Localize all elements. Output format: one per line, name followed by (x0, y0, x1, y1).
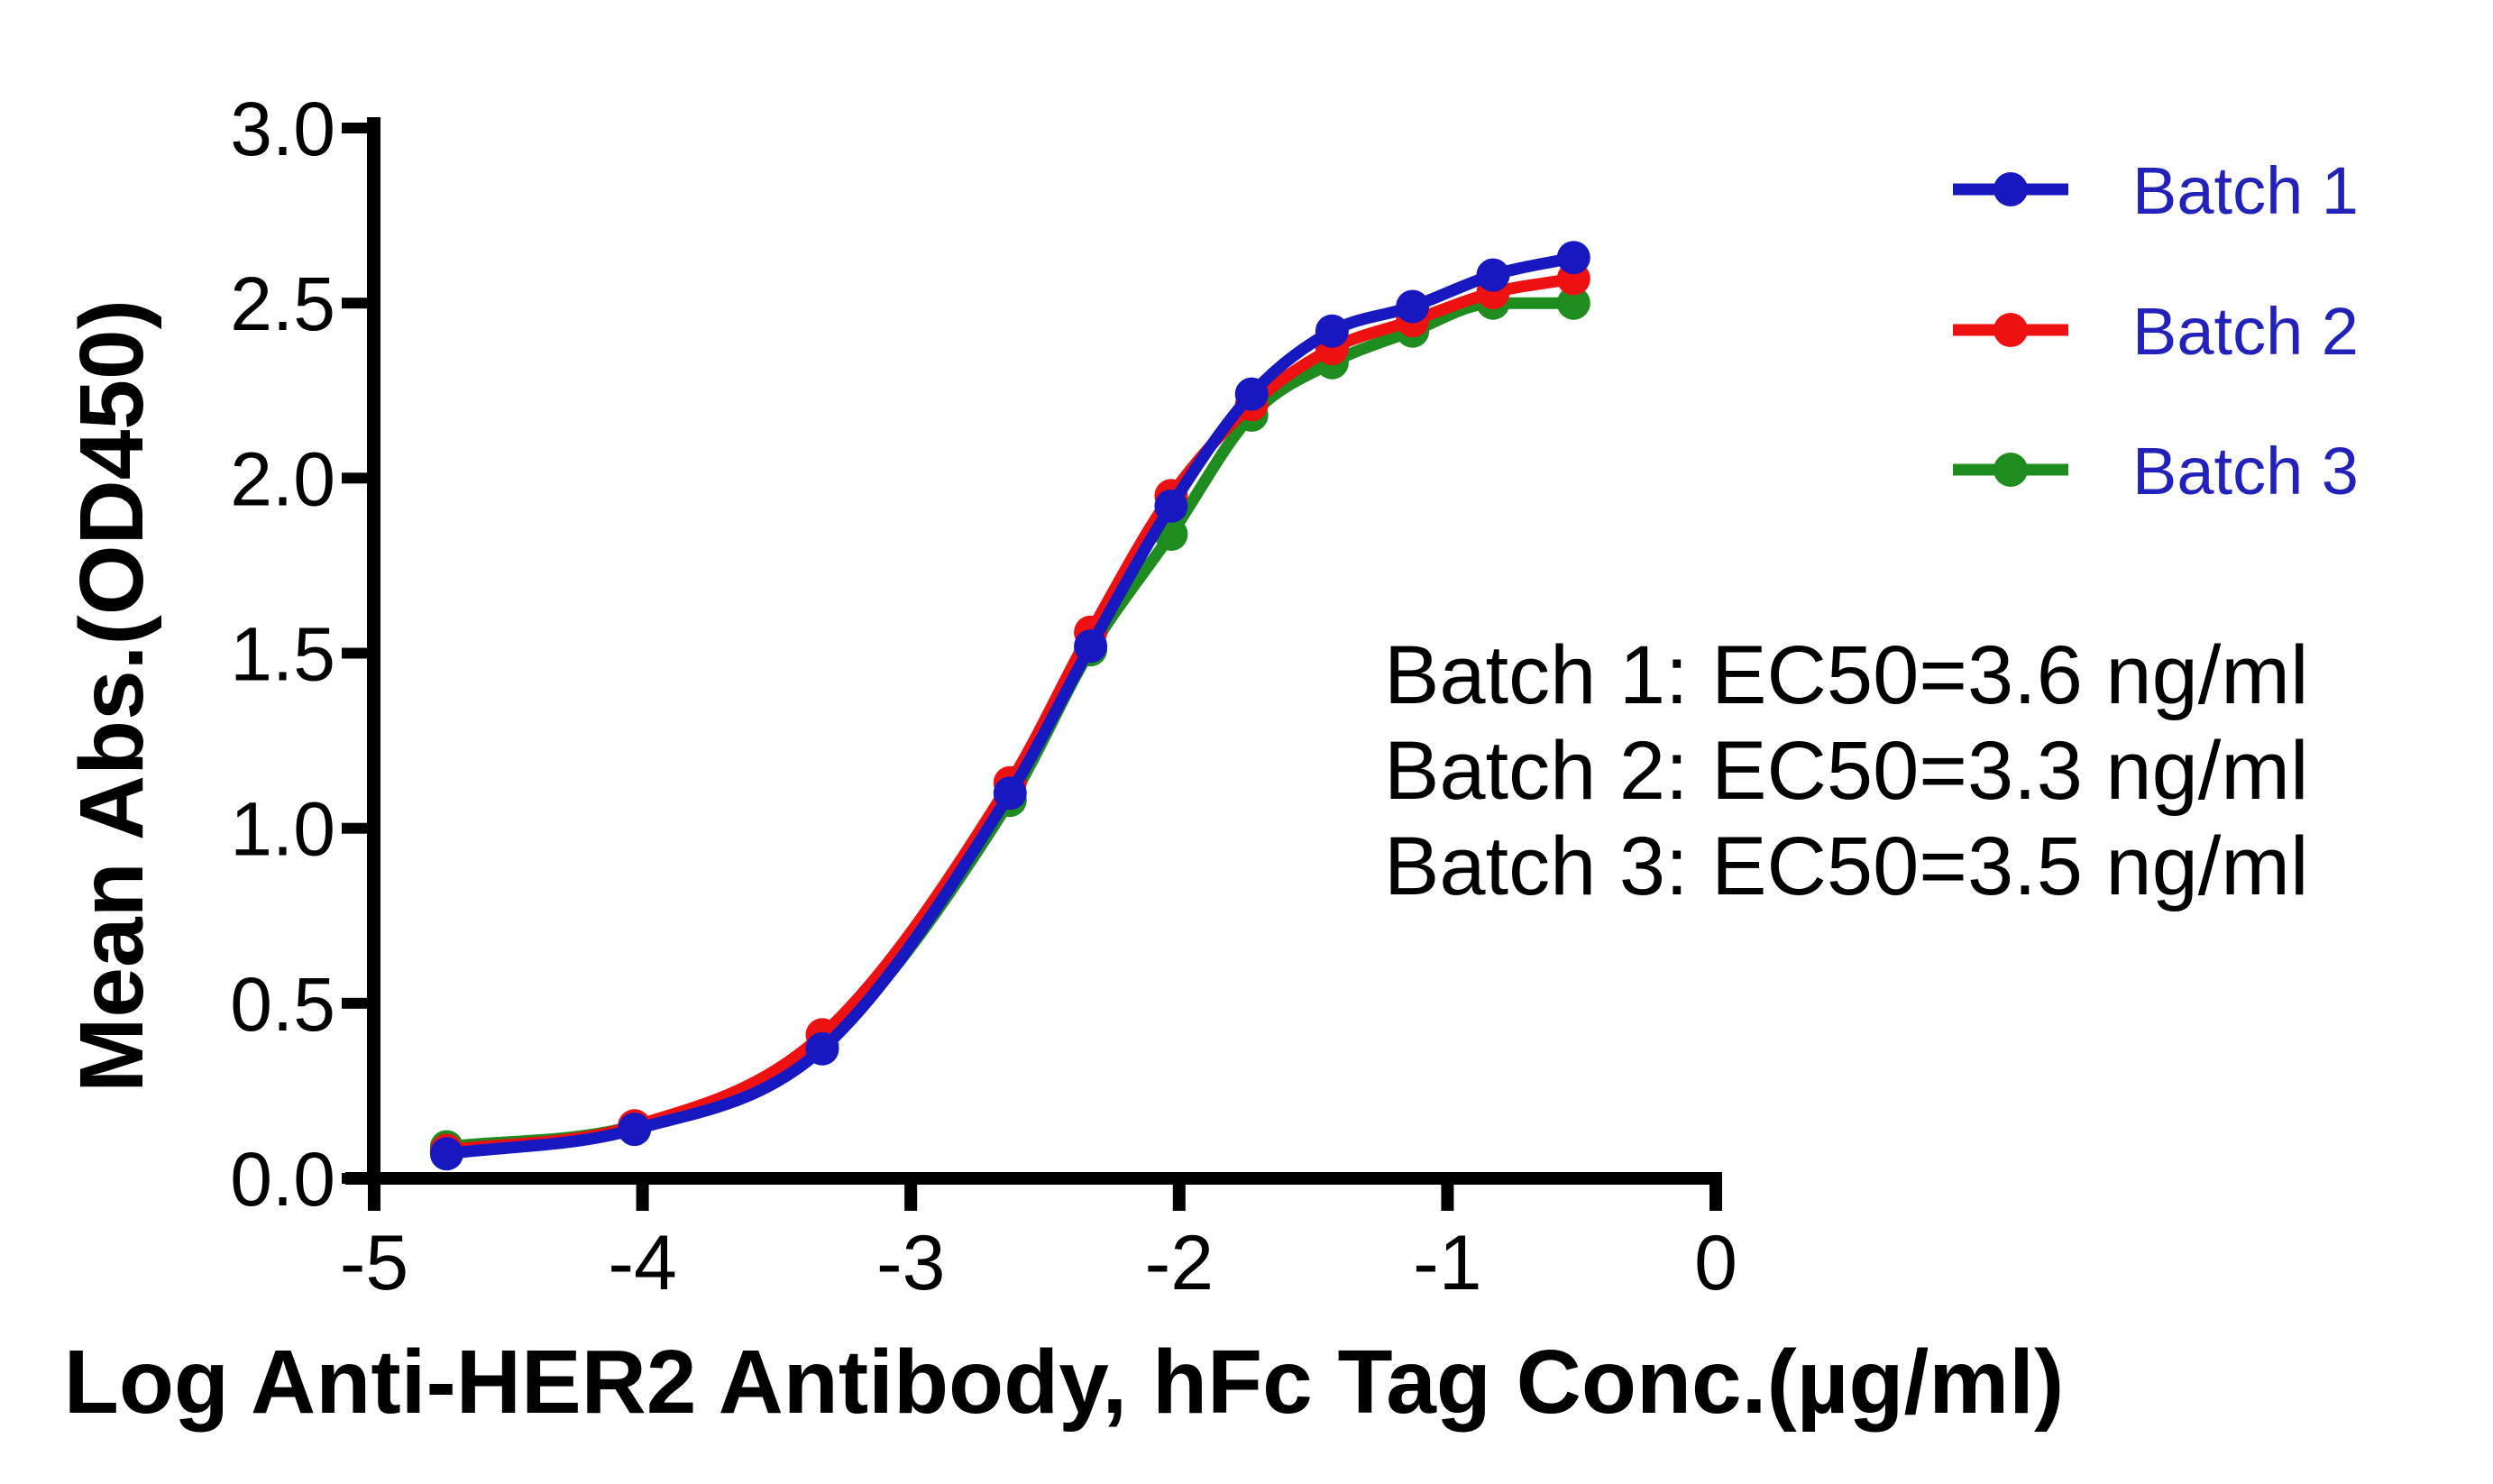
y-tick-label: 2.5 (230, 261, 335, 346)
y-axis-line (367, 117, 380, 1185)
legend-item-batch-1: Batch 1 (1953, 153, 2359, 228)
y-tick-mark (342, 997, 367, 1009)
batch-1-data-point (1234, 377, 1269, 411)
batch-1-data-point (1074, 629, 1108, 664)
axes (342, 117, 1722, 1211)
batch-1-data-point (993, 776, 1027, 811)
x-tick-label: -4 (608, 1220, 676, 1306)
y-tick-label: 1.5 (230, 612, 335, 697)
x-axis-title: Log Anti-HER2 Antibody, hFc Tag Conc.(µg… (64, 1332, 2065, 1433)
batch-1-data-point (805, 1031, 839, 1066)
batch-1-data-point (1396, 289, 1430, 324)
legend-label: Batch 3 (2132, 434, 2359, 508)
y-tick-mark (342, 123, 367, 133)
batch-1-data-point (1476, 258, 1510, 292)
y-tick-mark (342, 647, 367, 659)
x-tick-mark (1709, 1185, 1722, 1211)
batch-1-data-point (618, 1113, 652, 1147)
legend-item-batch-3: Batch 3 (1953, 434, 2359, 508)
y-tick-mark (342, 1173, 367, 1184)
x-tick-mark (904, 1185, 918, 1211)
legend: Batch 1 Batch 2 Batch 3 (1953, 153, 2359, 508)
x-tick-mark (1441, 1185, 1454, 1211)
y-tick-label: 1.0 (230, 787, 335, 872)
batch-3-data-point (1556, 286, 1590, 320)
batch-1-data-point (1315, 314, 1349, 348)
x-tick-label: -3 (876, 1220, 945, 1306)
legend-marker-icon (1993, 313, 2028, 347)
y-tick-mark (342, 472, 367, 484)
y-axis-title: Mean Abs.(OD450) (61, 299, 162, 1093)
x-tick-label: -5 (340, 1220, 408, 1306)
y-tick-label: 2.0 (230, 436, 335, 521)
y-tick-mark (342, 822, 367, 834)
legend-item-batch-2: Batch 2 (1953, 294, 2359, 369)
batch-1-data-point (429, 1137, 463, 1171)
legend-label: Batch 2 (2132, 294, 2359, 369)
x-tick-mark (636, 1185, 649, 1211)
ec50-annotation-line: Batch 1: EC50=3.6 ng/ml (1384, 629, 2308, 721)
x-tick-mark (1172, 1185, 1186, 1211)
y-tick-mark (342, 298, 367, 309)
x-axis-line (345, 1172, 1722, 1185)
x-tick-mark (368, 1185, 380, 1211)
legend-marker-icon (1993, 172, 2028, 206)
y-tick-label: 3.0 (230, 87, 335, 171)
data-series (429, 241, 1590, 1171)
x-tick-label: -1 (1413, 1220, 1481, 1306)
ec50-annotation-line: Batch 2: EC50=3.3 ng/ml (1384, 725, 2308, 817)
batch-1-data-point (1556, 241, 1590, 275)
x-tick-label: -2 (1145, 1220, 1214, 1306)
tick-labels: 0.0 0.5 1.0 1.5 2.0 2.5 3.0 -5 -4 -3 -2 -1 0 (230, 87, 1737, 1306)
ec50-annotation-line: Batch 3: EC50=3.5 ng/ml (1384, 820, 2308, 912)
x-tick-label: 0 (1694, 1220, 1737, 1306)
y-tick-label: 0.0 (230, 1137, 335, 1222)
y-tick-label: 0.5 (230, 962, 335, 1047)
legend-marker-icon (1993, 453, 2028, 487)
legend-label: Batch 1 (2132, 153, 2359, 228)
batch-1-data-point (1154, 489, 1188, 523)
